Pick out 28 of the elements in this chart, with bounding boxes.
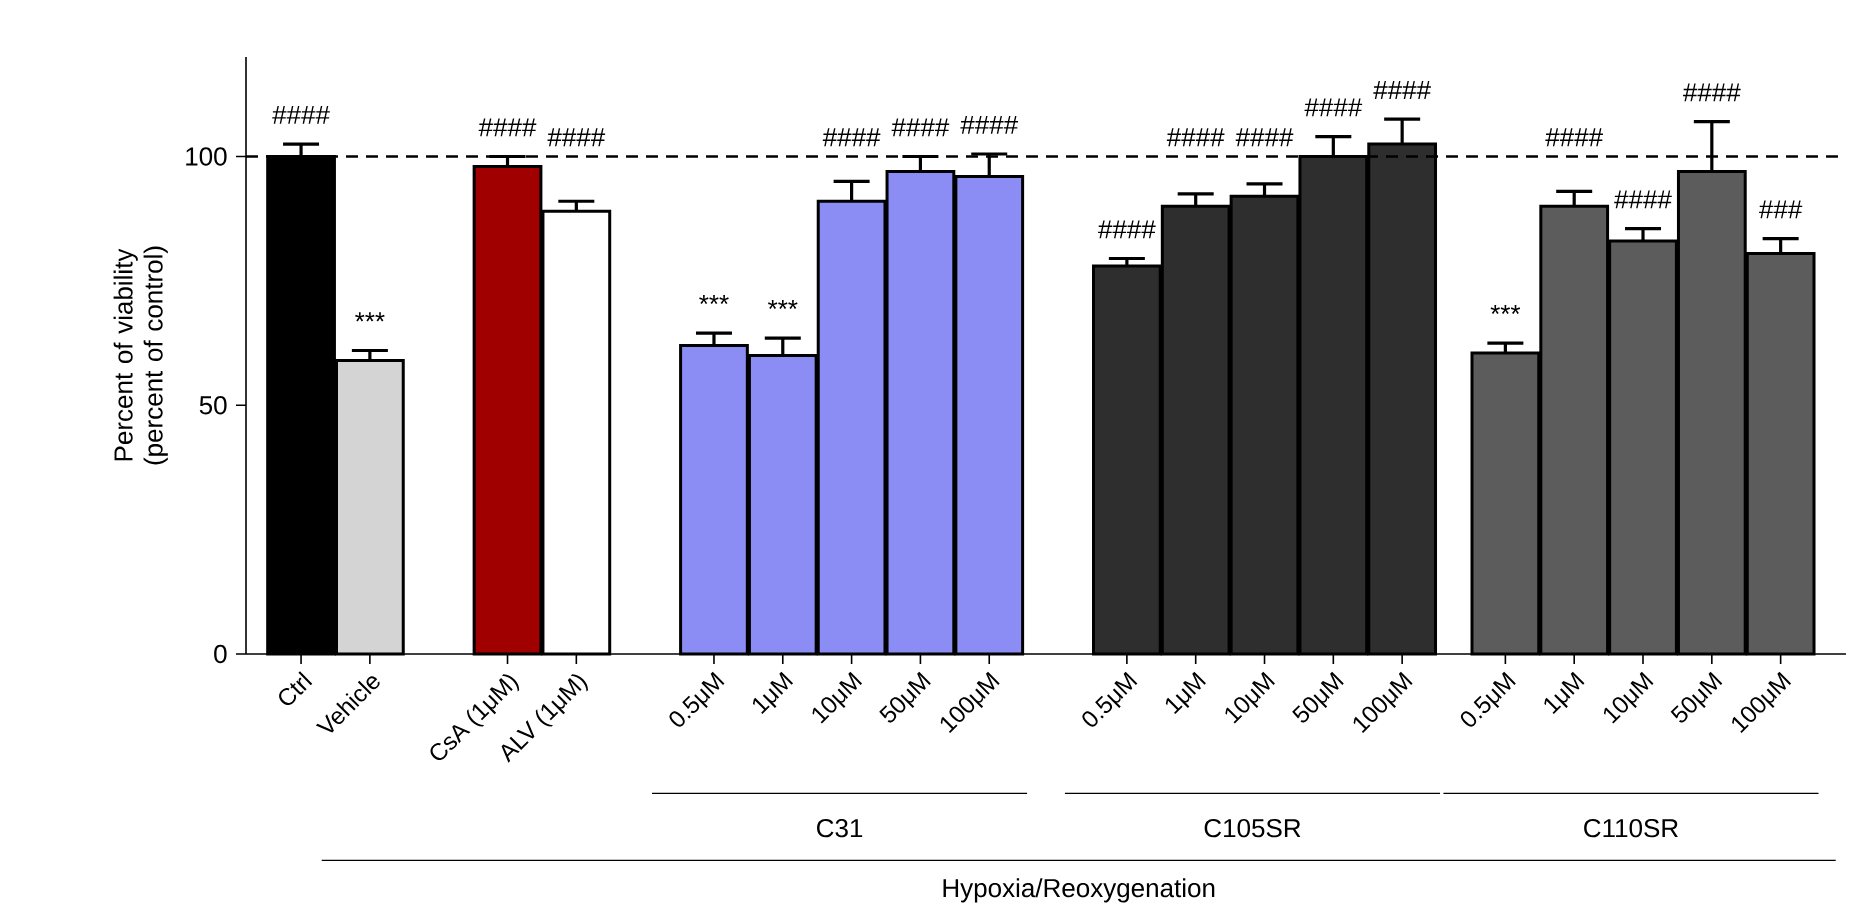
annotation: #### — [960, 115, 1019, 134]
annotation: #### — [1614, 190, 1672, 209]
text: C110SR — [1584, 818, 1678, 838]
y-tick-label: 0 — [214, 644, 227, 664]
annotation: #### — [1683, 83, 1741, 102]
text: C31 — [817, 818, 863, 838]
annotation: #### — [891, 118, 950, 137]
annotation: #### — [822, 128, 881, 147]
text: Hypoxia/Reoxygenation — [943, 878, 1215, 903]
annotation: #### — [547, 128, 606, 147]
annotation: #### — [1098, 220, 1156, 239]
y-axis-title: Percent of viability (percent of control) — [113, 246, 168, 465]
annotation: #### — [1166, 128, 1225, 147]
annotation: *** — [1490, 304, 1521, 315]
annotation: #### — [1235, 128, 1294, 147]
x-tick-label: Ctrl — [279, 671, 313, 706]
text: C105SR — [1204, 818, 1301, 838]
annotation: #### — [1373, 81, 1431, 99]
y-tick-label: 100 — [186, 147, 227, 166]
annotation: *** — [699, 294, 729, 305]
annotation: #### — [1304, 98, 1363, 117]
annotation: ### — [1759, 200, 1803, 219]
annotation: #### — [478, 118, 537, 137]
annotation: *** — [355, 312, 385, 322]
annotation: #### — [272, 105, 330, 124]
y-tick-label: 50 — [199, 396, 227, 415]
annotation: *** — [768, 299, 798, 310]
annotation: #### — [1545, 128, 1603, 147]
